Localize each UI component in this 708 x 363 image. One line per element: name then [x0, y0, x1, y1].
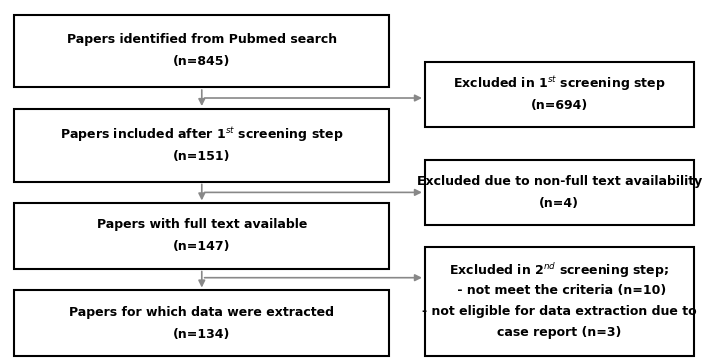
- Text: Excluded in 2$^{nd}$ screening step;: Excluded in 2$^{nd}$ screening step;: [450, 261, 669, 280]
- Text: Excluded in 1$^{st}$ screening step: Excluded in 1$^{st}$ screening step: [453, 74, 666, 93]
- Text: (n=4): (n=4): [539, 197, 579, 210]
- Text: - not meet the criteria (n=10): - not meet the criteria (n=10): [452, 284, 666, 297]
- Bar: [425, 247, 694, 356]
- Bar: [14, 15, 389, 87]
- Bar: [14, 290, 389, 356]
- Text: - not eligible for data extraction due to: - not eligible for data extraction due t…: [422, 305, 697, 318]
- Bar: [425, 62, 694, 127]
- Text: Excluded due to non-full text availability: Excluded due to non-full text availabili…: [417, 175, 702, 188]
- Text: (n=694): (n=694): [531, 99, 588, 112]
- Text: Papers with full text available: Papers with full text available: [96, 219, 307, 232]
- Text: Papers for which data were extracted: Papers for which data were extracted: [69, 306, 334, 319]
- Text: (n=134): (n=134): [173, 327, 231, 340]
- Text: Papers identified from Pubmed search: Papers identified from Pubmed search: [67, 33, 337, 46]
- Bar: [425, 160, 694, 225]
- Text: (n=845): (n=845): [173, 55, 231, 68]
- Bar: [14, 109, 389, 182]
- Text: case report (n=3): case report (n=3): [497, 326, 622, 339]
- Bar: [14, 203, 389, 269]
- Text: (n=151): (n=151): [173, 150, 231, 163]
- Text: (n=147): (n=147): [173, 240, 231, 253]
- Text: Papers included after 1$^{st}$ screening step: Papers included after 1$^{st}$ screening…: [60, 125, 343, 143]
